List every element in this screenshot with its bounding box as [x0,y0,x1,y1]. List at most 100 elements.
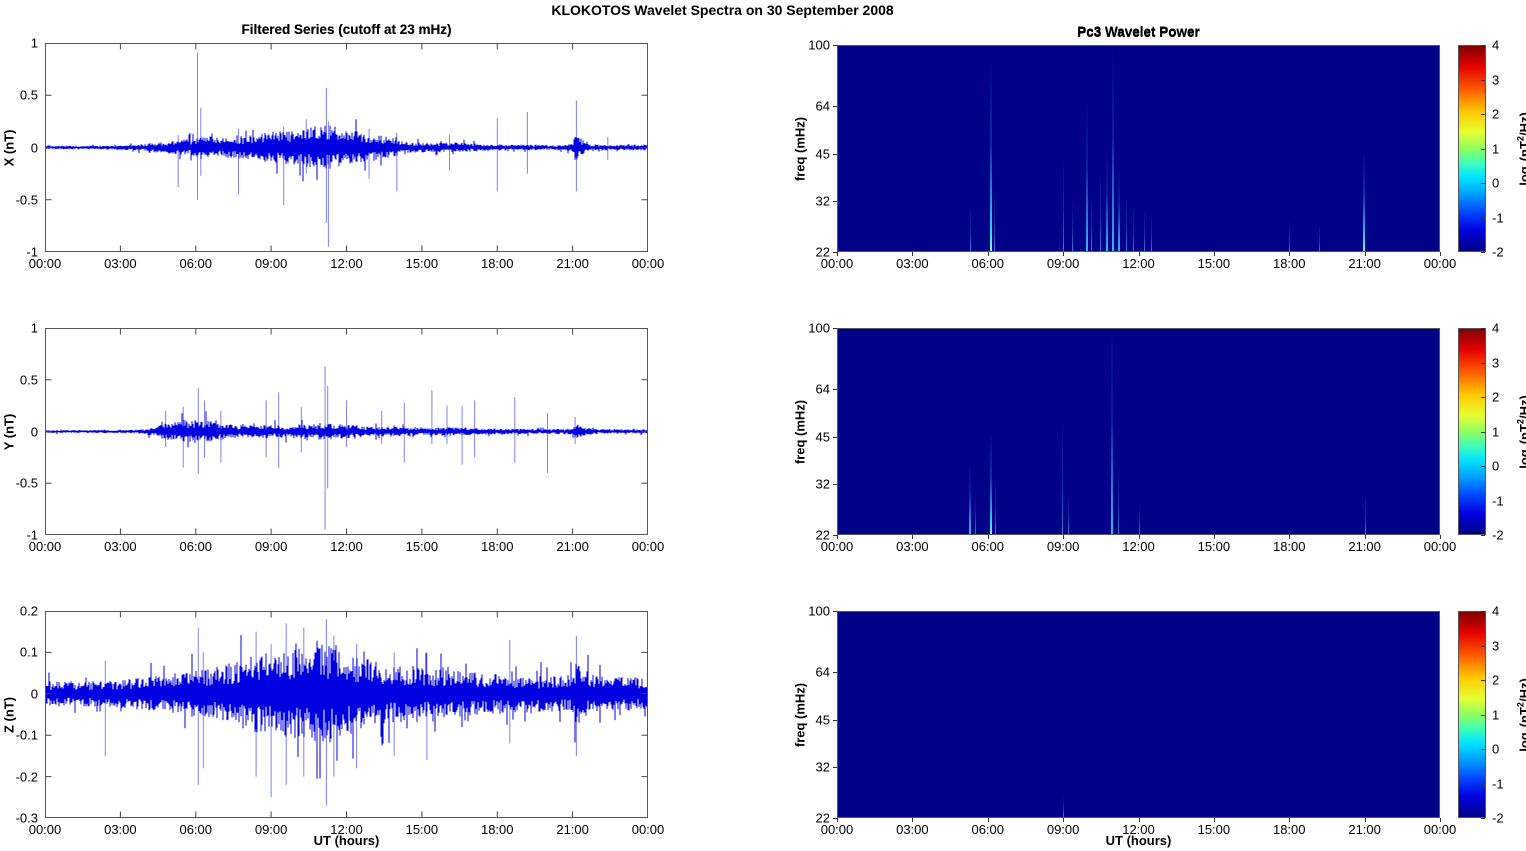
event-streak [994,189,996,251]
y-tick-label: -0.5 [15,475,38,491]
x-tick-label: 03:00 [896,539,929,554]
axis-ticks [45,43,648,252]
colorbar-tick [1481,466,1485,467]
event-streak [1063,158,1065,251]
axis-tick [1364,252,1366,256]
event-streak [1118,462,1120,534]
x-tick-label: 15:00 [1197,256,1231,271]
colorbar-tick [1481,114,1485,115]
x-tick-label: 18:00 [480,539,514,554]
y-tick-label: 100 [808,603,830,619]
axis-tick [1364,535,1366,539]
plot-border [45,328,648,535]
colorbar-tick-label: -1 [1492,776,1504,791]
series-spikes [165,366,576,530]
x-tick-label: 09:00 [254,822,288,837]
event-streak [1362,148,1365,251]
event-streak [1110,329,1113,534]
event-streak [1133,205,1135,251]
colorbar-tick [1481,252,1485,253]
panel-timeseries-x: 00:00 03:00 06:00 09:00 12:00 15:00 18:00 21:00… [1,22,664,270]
axis-tick [833,328,837,329]
x-tick-label: 21:00 [1348,539,1381,554]
event-streak [1105,148,1108,251]
axis-tick [833,766,837,768]
colorbar-tick [1481,45,1485,46]
colorbar-tick [1481,714,1485,716]
panel-title: Pc3 Wavelet Power [1077,24,1200,39]
x-tick-label: 06:00 [971,539,1005,554]
x-tick-label: 03:00 [896,256,929,271]
event-streak [1085,103,1088,251]
event-streak [1099,173,1101,251]
y-tick-label: 0.1 [19,644,38,660]
colorbar-tick [1481,818,1485,819]
y-tick-label: 1 [30,320,38,336]
y-tick-label: -0.1 [15,727,38,743]
y-tick-label: -0.2 [15,769,38,785]
x-tick-label: 00:00 [631,539,665,554]
heatmap-plot [837,45,1440,252]
x-tick-label: 18:00 [1272,822,1306,837]
x-tick-label: 21:00 [1348,822,1381,837]
event-streak [1364,493,1366,534]
y-tick-label: -1 [26,527,38,543]
y-tick-label: 0.2 [19,603,38,619]
axis-tick [833,154,837,156]
x-tick-label: 00:00 [28,822,62,837]
colorbar-tick [1481,500,1485,502]
x-tick-label: 09:00 [254,539,288,554]
colorbar-tick-label: -2 [1492,810,1504,826]
axis-tick [837,252,838,256]
colorbar-tick-label: 1 [1492,141,1500,156]
x-tick-label: 06:00 [971,822,1005,837]
y-tick-label: -1 [26,244,38,260]
colorbar-tick-label: 1 [1492,707,1500,722]
colorbar-tick-label: 0 [1492,175,1500,191]
panel-title: Filtered Series (cutoff at 23 mHz) [241,22,452,37]
y-axis-label: Z (nT) [1,696,16,733]
axis-tick [1213,818,1215,822]
event-streak [1068,493,1070,534]
event-streak [1071,199,1073,251]
axis-tick [1138,535,1140,539]
x-tick-label: 00:00 [820,822,854,837]
colorbar-tick-label: 0 [1492,741,1500,757]
y-tick-label: 0 [30,424,38,439]
axis-tick [1440,818,1441,822]
y-tick-label: 0.5 [19,87,38,103]
colorbar-tick-label: 4 [1492,320,1500,336]
x-tick-label: 06:00 [179,822,213,837]
y-tick-label: 45 [815,146,830,162]
event-streak [1138,503,1140,534]
event-streak [1090,193,1092,251]
colorbar-tick [1481,783,1485,785]
y-tick-label: 45 [815,712,830,728]
axis-tick [833,252,837,253]
timeseries-plot [45,43,648,252]
x-tick-label: 03:00 [104,256,137,271]
colorbar-z: 4 3 2 1 0 -1 -2 log2(nT2/Hz) [1458,605,1526,825]
axis-tick [833,389,837,390]
y-tick-label: 22 [815,527,830,543]
x-tick-label: 12:00 [1122,539,1155,554]
colorbar-tick-label: 2 [1492,389,1500,405]
event-streak [1061,421,1063,534]
x-tick-label: 12:00 [330,539,363,554]
y-axis-label: log2(nT2/Hz) [1515,111,1526,186]
y-axis-label: X (nT) [1,129,16,166]
y-tick-label: 22 [815,810,830,826]
axis-tick [1138,252,1140,256]
x-tick-label: 00:00 [1423,256,1457,271]
x-tick-label: 00:00 [631,256,665,271]
y-tick-label: 0.5 [19,372,38,388]
x-tick-label: 03:00 [896,822,929,837]
colorbar-tick-label: 4 [1492,603,1500,619]
axis-tick [833,483,837,485]
y-axis-label: freq (mHz) [792,682,807,747]
event-streak [1151,214,1153,251]
colorbar-tick [1481,535,1485,536]
event-streak [968,462,971,534]
axis-tick [1213,535,1215,539]
